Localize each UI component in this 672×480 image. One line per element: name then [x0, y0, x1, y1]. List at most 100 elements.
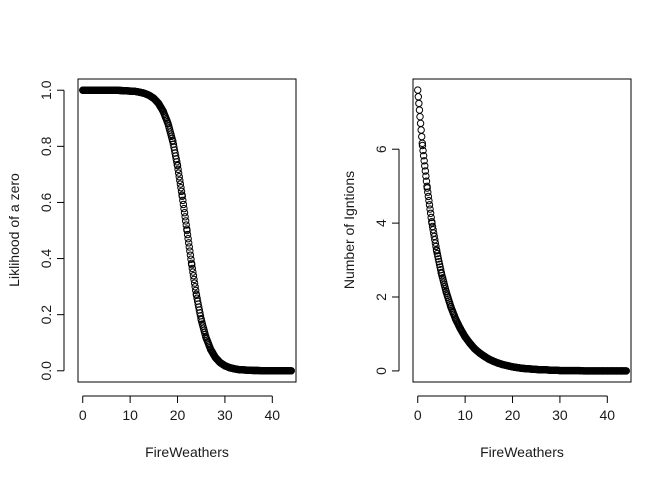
points-group — [79, 86, 295, 375]
data-point — [433, 249, 441, 258]
data-point — [186, 247, 194, 255]
data-point — [177, 187, 186, 196]
x-tick-label: 0 — [79, 407, 87, 423]
data-point — [415, 106, 424, 114]
x-tick-label: 30 — [552, 407, 568, 423]
data-point — [180, 209, 189, 217]
data-point — [191, 283, 199, 291]
x-axis-label: FireWeathers — [145, 444, 229, 460]
data-point — [422, 172, 430, 180]
data-point — [176, 180, 185, 188]
plot-frame — [77, 78, 297, 383]
y-axis: 0.0 0.2 0.4 0.6 0.8 1.0 — [38, 80, 65, 381]
data-point — [434, 252, 442, 260]
data-point — [187, 255, 195, 263]
data-point — [173, 158, 181, 166]
y-tick-label: 4 — [373, 219, 389, 227]
y-tick-label: 0.6 — [38, 193, 54, 213]
data-point — [173, 161, 182, 170]
data-point — [185, 243, 193, 251]
data-point — [189, 272, 198, 280]
y-tick-label: 0.0 — [38, 361, 54, 381]
data-point — [424, 192, 433, 201]
x-axis-label: FireWeathers — [480, 444, 564, 460]
x-tick-label: 0 — [414, 407, 422, 423]
data-point — [414, 93, 423, 101]
data-point — [414, 86, 422, 94]
data-point — [622, 367, 630, 375]
data-point — [423, 184, 431, 192]
plot-frame — [412, 78, 632, 383]
data-point — [182, 221, 190, 229]
data-point — [415, 99, 423, 108]
y-axis-label: Liklihood of a zero — [6, 173, 22, 287]
y-tick-label: 0.4 — [38, 249, 54, 269]
data-point — [426, 205, 434, 213]
data-point — [420, 157, 428, 165]
data-point — [419, 152, 428, 160]
data-point — [287, 367, 295, 375]
data-point — [185, 239, 193, 247]
panel-number-ignitions: 0 10 20 30 40 0 2 4 6 FireWeathers Number of Ig… — [341, 78, 632, 460]
data-point — [418, 139, 426, 147]
data-point — [435, 260, 444, 269]
x-tick-label: 30 — [217, 407, 233, 423]
data-point — [424, 188, 432, 196]
data-point — [184, 235, 192, 243]
x-tick-label: 10 — [457, 407, 473, 423]
x-tick-label: 10 — [122, 407, 138, 423]
y-axis-label: Number of Igntions — [341, 171, 357, 289]
data-point — [432, 247, 441, 255]
data-point — [190, 279, 199, 287]
y-tick-label: 0.8 — [38, 136, 54, 156]
data-point — [179, 200, 188, 209]
data-point — [188, 261, 196, 269]
data-point — [432, 242, 440, 251]
data-point — [180, 204, 188, 213]
data-point — [190, 275, 198, 284]
data-point — [181, 213, 189, 221]
x-axis: 0 10 20 30 40 — [414, 395, 616, 423]
data-point — [183, 226, 191, 235]
data-point — [426, 209, 435, 217]
data-point — [175, 173, 183, 181]
data-point — [421, 167, 430, 175]
y-tick-label: 2 — [373, 293, 389, 301]
y-axis: 0 2 4 6 — [373, 145, 400, 375]
data-point — [176, 176, 184, 185]
data-point — [416, 112, 424, 121]
data-point — [425, 196, 433, 205]
data-point — [177, 184, 185, 192]
y-tick-label: 6 — [373, 145, 389, 153]
y-tick-label: 0 — [373, 367, 389, 375]
data-point — [181, 217, 190, 225]
data-point — [179, 196, 187, 205]
x-tick-label: 20 — [170, 407, 186, 423]
data-point — [427, 213, 435, 222]
y-tick-label: 0.2 — [38, 305, 54, 325]
data-point — [178, 192, 186, 200]
x-tick-label: 40 — [265, 407, 281, 423]
data-point — [186, 251, 195, 259]
data-point — [174, 169, 183, 177]
data-point — [417, 126, 425, 134]
data-point — [174, 165, 182, 174]
data-point — [189, 268, 197, 276]
data-point — [192, 286, 200, 295]
data-point — [416, 119, 425, 128]
data-point — [188, 264, 197, 273]
panel-likelihood-zero: 0 10 20 30 40 0.0 0.2 0.4 0.6 0.8 1.0 FireWeather… — [6, 78, 297, 460]
x-tick-label: 40 — [600, 407, 616, 423]
data-point — [419, 146, 427, 155]
data-point — [434, 255, 443, 263]
y-tick-label: 1.0 — [38, 80, 54, 100]
data-point — [183, 230, 192, 239]
x-tick-label: 20 — [505, 407, 521, 423]
data-point — [435, 257, 443, 266]
data-point — [418, 132, 426, 141]
data-point — [418, 141, 427, 150]
data-point — [421, 162, 429, 170]
x-axis: 0 10 20 30 40 — [79, 395, 281, 423]
points-group — [414, 86, 630, 375]
